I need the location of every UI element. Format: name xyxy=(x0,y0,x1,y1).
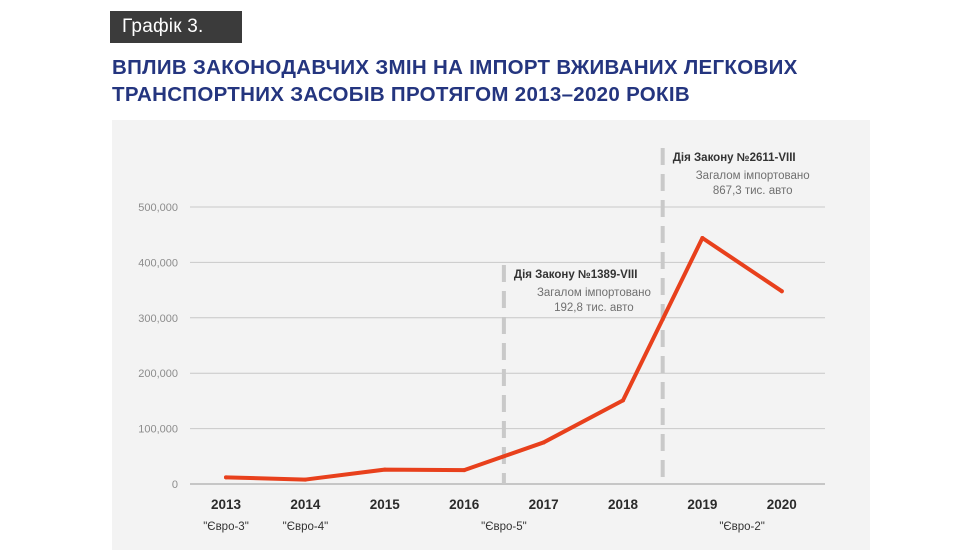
y-tick-label: 400,000 xyxy=(138,257,178,269)
x-tick-label: 2015 xyxy=(370,497,401,512)
annotation-heading: Дія Закону №2611-VIII xyxy=(673,152,796,164)
euro-standard-label: "Євро-3" xyxy=(203,521,249,533)
x-tick-label: 2014 xyxy=(290,497,321,512)
data-point xyxy=(224,475,228,480)
annotation-text: Загалом імпортовано xyxy=(696,170,810,182)
x-tick-label: 2016 xyxy=(449,497,480,512)
annotation-text: 867,3 тис. авто xyxy=(713,185,793,197)
data-point xyxy=(462,468,467,473)
euro-standard-label: "Євро-2" xyxy=(719,521,765,533)
euro-standard-label: "Євро-4" xyxy=(283,521,329,533)
y-tick-label: 300,000 xyxy=(138,313,178,325)
data-point xyxy=(700,236,705,241)
x-tick-label: 2018 xyxy=(608,497,639,512)
data-point xyxy=(382,467,387,472)
y-tick-label: 200,000 xyxy=(138,368,178,380)
x-tick-label: 2017 xyxy=(529,497,559,512)
euro-standard-label: "Євро-5" xyxy=(481,521,527,533)
data-point xyxy=(779,289,784,294)
chart-title-line-2: ТРАНСПОРТНИХ ЗАСОБІВ ПРОТЯГОМ 2013–2020 … xyxy=(112,83,690,106)
data-point xyxy=(541,440,546,445)
data-point xyxy=(621,398,625,403)
y-tick-label: 500,000 xyxy=(138,202,178,214)
import-series-line xyxy=(224,236,784,482)
data-point xyxy=(303,477,308,482)
x-tick-label: 2013 xyxy=(211,497,242,512)
chart-title-line-1: ВПЛИВ ЗАКОНОДАВЧИХ ЗМІН НА ІМПОРТ ВЖИВАН… xyxy=(112,56,798,79)
annotation-text: 192,8 тис. авто xyxy=(554,302,634,314)
y-tick-label: 100,000 xyxy=(138,424,178,436)
chart-number-badge: Графік 3. xyxy=(110,11,242,43)
annotation-text: Загалом імпортовано xyxy=(537,287,651,299)
x-tick-label: 2020 xyxy=(767,497,797,512)
annotation-heading: Дія Закону №1389-VIII xyxy=(514,269,638,281)
x-tick-label: 2019 xyxy=(687,497,717,512)
y-tick-label: 0 xyxy=(172,479,178,491)
chart-title: ВПЛИВ ЗАКОНОДАВЧИХ ЗМІН НА ІМПОРТ ВЖИВАН… xyxy=(112,54,952,108)
